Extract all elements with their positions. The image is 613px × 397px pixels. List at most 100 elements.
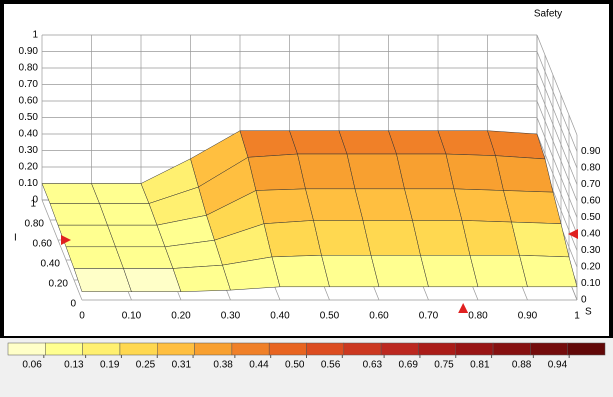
grid-line	[536, 133, 578, 235]
colorbar-bin	[492, 342, 531, 356]
surface-cell	[404, 188, 463, 221]
colorbar-label: 0.06	[22, 360, 42, 371]
colorbar-label: 0.69	[398, 360, 418, 371]
chart-title: Safety	[534, 9, 562, 20]
colorbar-label: 0.63	[363, 360, 383, 371]
colorbar-label: 0.31	[172, 360, 192, 371]
surface-cell	[503, 190, 562, 224]
surface-cell	[445, 153, 504, 191]
z-tick-label: 0.10	[581, 278, 601, 289]
cursor-z	[568, 229, 578, 239]
surface-cell	[388, 130, 447, 155]
colorbar-label: 0.38	[213, 360, 233, 371]
x-tick-label: 0.20	[171, 311, 191, 322]
grid-line	[536, 84, 578, 185]
z-tick-label: 0.30	[19, 145, 39, 156]
surface-cell	[239, 130, 298, 158]
colorbar-bin	[82, 342, 121, 356]
colorbar-bin	[157, 342, 195, 356]
x-tick-label: 1	[574, 311, 580, 322]
grid-line	[536, 67, 578, 169]
surface-cell	[338, 130, 397, 155]
colorbar-label: 0.44	[249, 360, 269, 371]
z-tick-label: 0.80	[581, 163, 601, 174]
z-tick-label: 0.90	[581, 146, 601, 157]
y-axis-label: I	[14, 233, 17, 244]
surface-cell	[172, 264, 231, 293]
z-tick-label: 0.30	[581, 245, 601, 256]
colorbar-label: 0.94	[548, 360, 568, 371]
colorbar-bin	[194, 342, 233, 356]
surface-cell	[115, 246, 174, 269]
cursor-y	[61, 235, 71, 245]
surface-cell	[41, 183, 100, 204]
y-tick-label: 1	[30, 199, 36, 210]
surface-cell	[123, 268, 182, 292]
colorbar-label: 0.19	[100, 360, 120, 371]
surface-cell	[412, 220, 471, 256]
surface-cell	[453, 188, 512, 223]
y-tick-label: 0.20	[49, 279, 69, 290]
colorbar-label: 0.81	[470, 360, 490, 371]
surface-cell	[519, 254, 578, 288]
grid-line	[536, 100, 578, 202]
z-tick-label: 0.20	[581, 262, 601, 273]
surface-cell	[313, 220, 372, 256]
y-tick-label: 0.40	[41, 259, 61, 270]
x-tick-label: 0.10	[122, 311, 142, 322]
surface-cell	[289, 130, 348, 155]
grid-line	[536, 117, 578, 218]
colorbar-bin	[268, 342, 307, 356]
surface-cell	[305, 188, 364, 221]
colorbar-bin	[455, 342, 494, 356]
surface-cell	[362, 220, 421, 256]
z-tick-label: 0.60	[19, 96, 39, 107]
x-tick-label: 0.40	[270, 311, 290, 322]
surface-cell	[263, 220, 322, 258]
x-tick-label: 0.80	[468, 311, 488, 322]
z-tick-label: 0.70	[581, 179, 601, 190]
surface-cell	[297, 153, 356, 190]
grid-line	[41, 199, 83, 301]
x-tick-label: 0.90	[518, 311, 538, 322]
colorbar-label: 0.25	[136, 360, 156, 371]
colorbar-bin	[45, 342, 83, 356]
surface-cell	[420, 255, 479, 288]
surface-cell	[99, 203, 158, 226]
y-tick-label: 0	[70, 299, 76, 310]
x-tick-label: 0.30	[221, 311, 241, 322]
surface-cell	[271, 254, 330, 288]
surface-cell	[370, 255, 429, 288]
colorbar-bin	[231, 342, 270, 356]
colorbar-bin	[343, 342, 382, 356]
surface-cell	[107, 224, 166, 248]
z-tick-label: 0.60	[581, 196, 601, 207]
surface-cell	[495, 155, 554, 193]
z-tick-label: 0.40	[581, 229, 601, 240]
colorbar-label: 0.13	[64, 360, 84, 371]
grid-line	[536, 51, 578, 152]
colorbar-label: 0.56	[321, 360, 341, 371]
x-tick-label: 0	[79, 311, 85, 322]
z-tick-label: 0.20	[19, 162, 39, 173]
z-tick-label: 0.50	[581, 212, 601, 223]
z-tick-label: 0.40	[19, 129, 39, 140]
cursor-x	[458, 303, 469, 313]
grid-line	[536, 34, 578, 136]
surface-cell	[469, 255, 528, 288]
x-tick-label: 0.70	[419, 311, 439, 322]
surface-cell	[437, 130, 496, 156]
x-tick-label: 0.50	[320, 311, 340, 322]
surface-cell	[487, 130, 546, 160]
colorbar-bin	[530, 342, 568, 356]
surface-cell	[247, 153, 306, 191]
y-tick-label: 0.60	[33, 239, 53, 250]
surface-cell	[354, 188, 413, 221]
colorbar-label: 0.75	[434, 360, 454, 371]
colorbar-bin	[418, 342, 456, 356]
colorbar-bin	[567, 342, 606, 356]
colorbar-label: 0.88	[512, 360, 532, 371]
z-tick-label: 0	[32, 195, 38, 206]
